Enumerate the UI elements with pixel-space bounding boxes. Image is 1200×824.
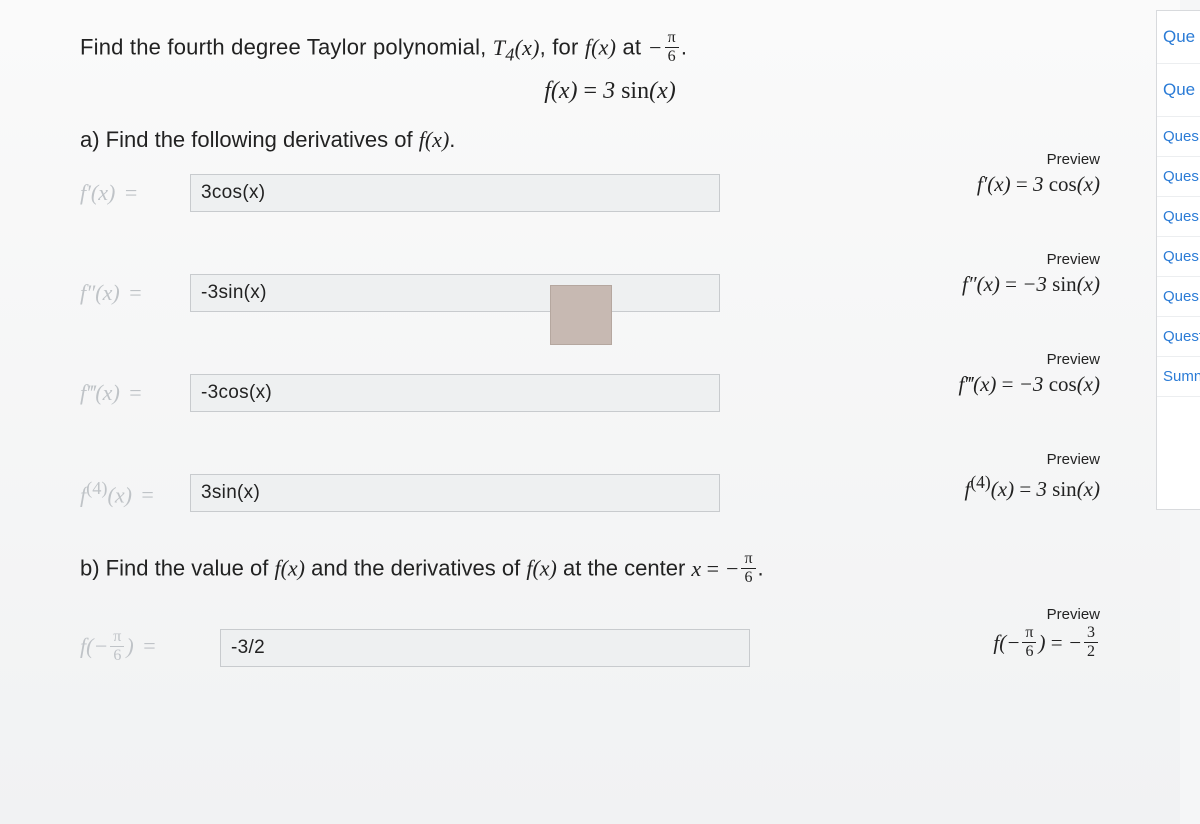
- part-a-label: a) Find the following derivatives of f(x…: [80, 127, 1140, 153]
- preview-block: Preview f′(x) = 3 cos(x): [977, 151, 1100, 197]
- preview-math: f″(x) = −3 sin(x): [962, 272, 1100, 297]
- sidebar-item[interactable]: Que: [1157, 11, 1200, 64]
- preview-label: Preview: [965, 451, 1100, 468]
- preview-math: f′(x) = 3 cos(x): [977, 172, 1100, 197]
- preview-block: Preview f(4)(x) = 3 sin(x): [965, 451, 1100, 502]
- function-definition: f(x) = 3 sin(x): [80, 77, 1140, 105]
- preview-label: Preview: [977, 151, 1100, 168]
- lhs-label: f‴(x) =: [80, 380, 190, 406]
- preview-block: Preview f‴(x) = −3 cos(x): [958, 351, 1100, 397]
- question-panel: Find the fourth degree Taylor polynomial…: [0, 0, 1180, 824]
- derivative-row-1: f′(x) = Preview f′(x) = 3 cos(x): [80, 173, 1140, 213]
- sidebar-item[interactable]: Ques: [1157, 117, 1200, 157]
- derivative-row-3: f‴(x) = Preview f‴(x) = −3 cos(x): [80, 373, 1140, 413]
- preview-label: Preview: [958, 351, 1100, 368]
- derivative-input-4[interactable]: [190, 474, 720, 512]
- part-b-label: b) Find the value of f(x) and the deriva…: [80, 553, 1140, 588]
- derivative-input-2[interactable]: [190, 274, 720, 312]
- preview-math: f‴(x) = −3 cos(x): [958, 372, 1100, 397]
- preview-block: Preview f(−π6) = −32: [993, 606, 1100, 662]
- preview-math: f(−π6) = −32: [993, 627, 1100, 662]
- sidebar-item[interactable]: Que: [1157, 64, 1200, 117]
- derivative-input-3[interactable]: [190, 374, 720, 412]
- question-list-sidebar: Que Que Ques Ques Ques Ques Ques Quest S…: [1156, 10, 1200, 510]
- lhs-label: f″(x) =: [80, 280, 190, 306]
- sidebar-item[interactable]: Quest: [1157, 317, 1200, 357]
- lhs-label: f(4)(x) =: [80, 478, 190, 508]
- sidebar-item[interactable]: Sumn: [1157, 357, 1200, 397]
- preview-block: Preview f″(x) = −3 sin(x): [962, 251, 1100, 297]
- derivative-row-4: f(4)(x) = Preview f(4)(x) = 3 sin(x): [80, 473, 1140, 513]
- preview-label: Preview: [962, 251, 1100, 268]
- value-input-b[interactable]: [220, 629, 750, 667]
- sidebar-item[interactable]: Ques: [1157, 197, 1200, 237]
- preview-math: f(4)(x) = 3 sin(x): [965, 472, 1100, 502]
- lhs-label: f(−π6) =: [80, 631, 220, 666]
- preview-label: Preview: [993, 606, 1100, 623]
- lhs-label: f′(x) =: [80, 180, 190, 206]
- value-row-b: f(−π6) = Preview f(−π6) = −32: [80, 628, 1140, 668]
- artifact-overlay: [550, 285, 612, 345]
- derivative-input-1[interactable]: [190, 174, 720, 212]
- question-intro: Find the fourth degree Taylor polynomial…: [80, 32, 1140, 67]
- sidebar-item[interactable]: Ques: [1157, 157, 1200, 197]
- sidebar-item[interactable]: Ques: [1157, 277, 1200, 317]
- sidebar-item[interactable]: Ques: [1157, 237, 1200, 277]
